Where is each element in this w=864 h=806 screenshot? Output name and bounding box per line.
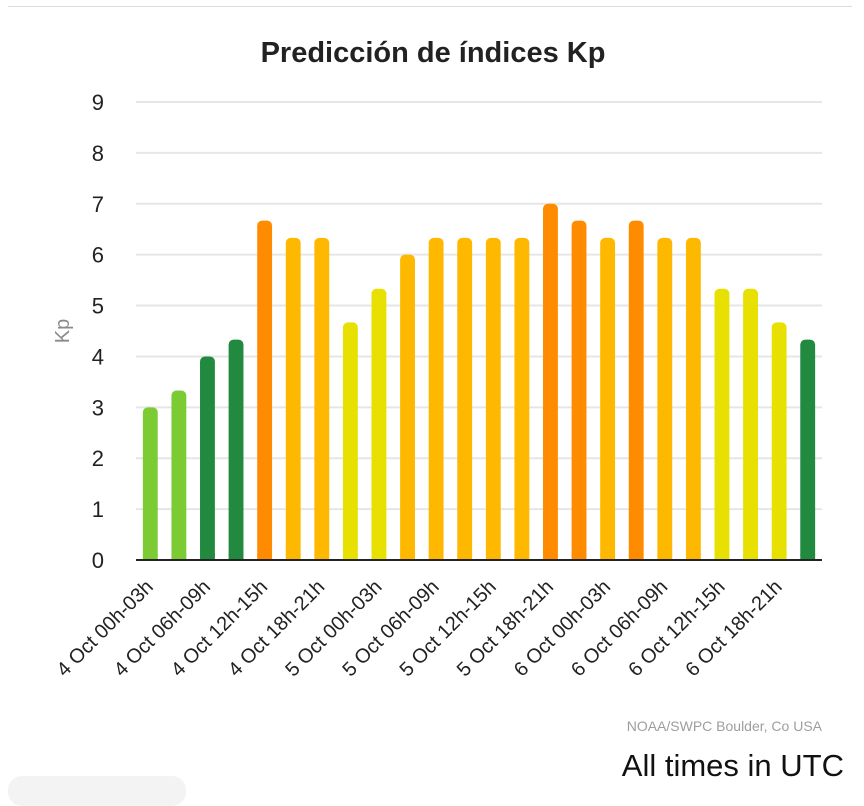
bar-base bbox=[543, 554, 558, 560]
y-tick-label: 8 bbox=[92, 141, 104, 166]
bar bbox=[400, 254, 415, 560]
bar-base bbox=[714, 554, 730, 560]
top-divider bbox=[8, 6, 852, 7]
bar bbox=[657, 237, 673, 560]
bar bbox=[714, 288, 730, 560]
bar bbox=[142, 407, 158, 560]
source-credit: NOAA/SWPC Boulder, Co USA bbox=[626, 718, 822, 734]
y-tick-label: 5 bbox=[92, 294, 104, 319]
bar-base bbox=[171, 554, 187, 560]
bar bbox=[257, 220, 273, 560]
bar-base bbox=[628, 554, 644, 560]
bar-base bbox=[771, 554, 787, 560]
bar bbox=[285, 237, 301, 560]
bar-base bbox=[314, 554, 330, 560]
x-tick-label: 4 Oct 00h-03h bbox=[53, 576, 158, 681]
bar bbox=[628, 220, 644, 560]
bar bbox=[457, 237, 473, 560]
y-tick-label: 6 bbox=[92, 243, 104, 268]
bar bbox=[514, 237, 530, 560]
bar-base bbox=[228, 554, 244, 560]
bar-base bbox=[142, 554, 158, 560]
bar bbox=[371, 288, 387, 560]
bar bbox=[228, 339, 244, 560]
bar bbox=[685, 237, 701, 560]
bar-base bbox=[428, 554, 444, 560]
bar-base bbox=[685, 554, 701, 560]
y-tick-label: 0 bbox=[92, 548, 104, 573]
y-tick-label: 3 bbox=[92, 395, 104, 420]
bar bbox=[314, 237, 330, 560]
bar-base bbox=[457, 554, 473, 560]
bar bbox=[342, 322, 358, 560]
bar-base bbox=[371, 554, 387, 560]
y-tick-label: 1 bbox=[92, 497, 104, 522]
bar-base bbox=[342, 554, 358, 560]
y-tick-label: 4 bbox=[92, 344, 104, 369]
y-tick-label: 9 bbox=[92, 90, 104, 115]
bar-base bbox=[571, 554, 587, 560]
chart-title: Predicción de índices Kp bbox=[261, 37, 606, 69]
timezone-note: All times in UTC bbox=[621, 748, 844, 783]
bar-base bbox=[485, 554, 501, 560]
bar bbox=[571, 220, 587, 560]
bar-base bbox=[200, 554, 215, 560]
bar bbox=[743, 288, 758, 560]
bar-base bbox=[400, 554, 415, 560]
bar bbox=[428, 237, 444, 560]
bar bbox=[485, 237, 501, 560]
bottom-pill bbox=[8, 776, 186, 806]
bar-base bbox=[285, 554, 301, 560]
bar bbox=[543, 203, 558, 560]
bar-base bbox=[657, 554, 673, 560]
bar-base bbox=[743, 554, 758, 560]
bar bbox=[600, 237, 616, 560]
bar bbox=[771, 322, 787, 560]
bar-base bbox=[600, 554, 616, 560]
bar-base bbox=[800, 554, 816, 560]
y-tick-label: 7 bbox=[92, 192, 104, 217]
y-axis-label: Kp bbox=[52, 319, 74, 343]
bar-base bbox=[514, 554, 530, 560]
bar bbox=[171, 390, 187, 560]
kp-bar-chart: Predicción de índices Kp 0 1 2 3 4 5 6 7 8 9 Kp 4 Oc… bbox=[52, 37, 822, 681]
bar bbox=[200, 356, 215, 560]
bar-base bbox=[257, 554, 273, 560]
y-tick-label: 2 bbox=[92, 446, 104, 471]
bar bbox=[800, 339, 816, 560]
